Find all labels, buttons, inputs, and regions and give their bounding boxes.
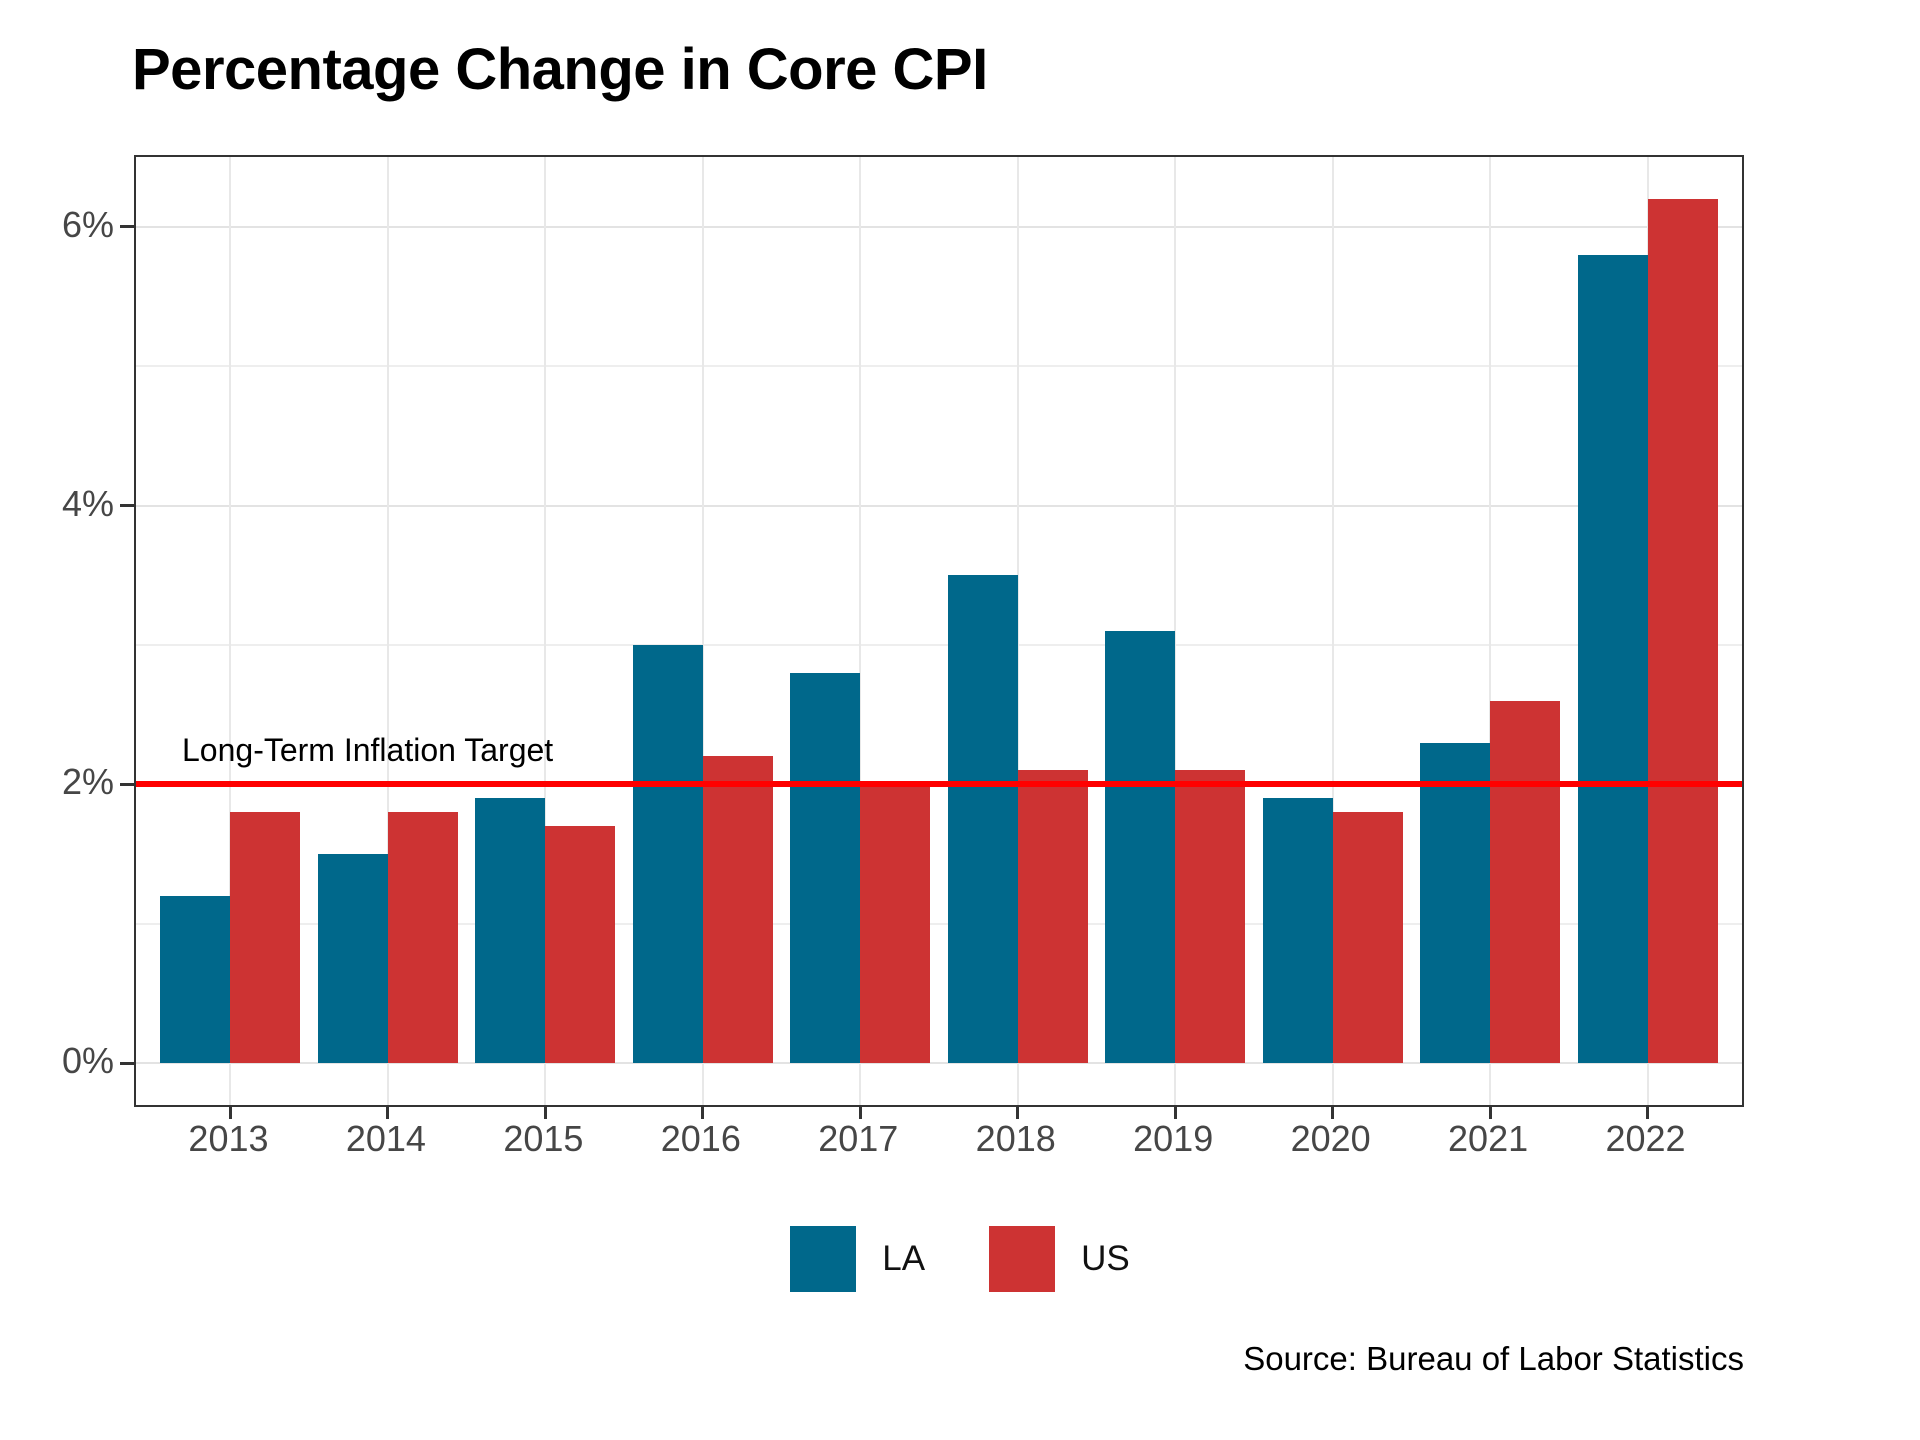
bar-us-2017: [860, 784, 931, 1064]
bar-us-2014: [387, 812, 458, 1064]
bar-us-2021: [1490, 700, 1561, 1064]
gridline-x-2014: [386, 157, 389, 1105]
gridline-x-2015: [544, 157, 547, 1105]
source-note: Source: Bureau of Labor Statistics: [1243, 1340, 1744, 1377]
x-tick-2016: [701, 1105, 705, 1119]
bar-la-2015: [475, 798, 546, 1064]
bar-us-2020: [1332, 812, 1403, 1064]
gridline-x-2017: [859, 157, 862, 1105]
x-tick-2021: [1488, 1105, 1492, 1119]
x-tick-2017: [858, 1105, 862, 1119]
legend-item-la: LA: [790, 1226, 925, 1292]
gridline-x-2021: [1489, 157, 1492, 1105]
plot-panel: Long-Term Inflation Target: [120, 155, 1744, 1119]
x-axis: 2013 2014 2015 2016 2017 2018 2019 2020 2021 2022: [134, 1117, 1740, 1163]
y-axis: 0% 2% 4% 6%: [0, 155, 114, 1103]
y-tick-0: [120, 1061, 136, 1065]
bar-us-2016: [702, 756, 773, 1064]
x-tick-2018: [1016, 1105, 1020, 1119]
x-tick-2015: [543, 1105, 547, 1119]
bar-la-2020: [1262, 798, 1333, 1064]
bar-la-2019: [1105, 631, 1176, 1064]
x-axis-label-2017: 2017: [818, 1118, 899, 1159]
y-tick-2: [120, 782, 136, 786]
gridline-major-4: [136, 504, 1742, 507]
y-tick-6: [120, 225, 136, 229]
bar-us-2015: [545, 826, 616, 1064]
y-axis-label-4: 4%: [61, 482, 114, 524]
x-tick-2013: [228, 1105, 232, 1119]
x-tick-2020: [1331, 1105, 1335, 1119]
x-axis-label-2016: 2016: [660, 1118, 741, 1159]
bar-la-2016: [632, 644, 703, 1064]
gridline-minor-5: [136, 365, 1742, 368]
legend: LA US: [0, 1226, 1920, 1292]
x-axis-label-2013: 2013: [188, 1118, 269, 1159]
x-tick-2014: [386, 1105, 390, 1119]
bar-us-2013: [230, 812, 301, 1064]
inflation-target-line: [136, 781, 1742, 788]
chart-title: Percentage Change in Core CPI: [132, 37, 988, 102]
bar-us-2019: [1175, 770, 1246, 1064]
gridline-x-2016: [701, 157, 704, 1105]
inflation-target-annotation: Long-Term Inflation Target: [182, 732, 554, 769]
gridline-minor-3: [136, 643, 1742, 646]
gridline-minor-1: [136, 922, 1742, 925]
x-tick-2019: [1173, 1105, 1177, 1119]
bar-la-2017: [790, 672, 861, 1064]
x-axis-label-2019: 2019: [1133, 1118, 1214, 1159]
bar-la-2018: [947, 575, 1018, 1064]
x-axis-label-2015: 2015: [503, 1118, 584, 1159]
x-axis-label-2014: 2014: [345, 1118, 426, 1159]
y-axis-label-0: 0%: [61, 1040, 114, 1082]
legend-label-la: LA: [882, 1239, 926, 1278]
gridline-x-2019: [1174, 157, 1177, 1105]
y-axis-label-2: 2%: [61, 761, 114, 803]
bar-la-2013: [160, 895, 231, 1064]
x-axis-label-2021: 2021: [1448, 1118, 1529, 1159]
gridline-x-2020: [1331, 157, 1334, 1105]
legend-swatch-us: [989, 1226, 1056, 1292]
gridline-x-2018: [1016, 157, 1019, 1105]
x-tick-2022: [1646, 1105, 1650, 1119]
bar-la-2022: [1577, 254, 1648, 1064]
gridline-major-0: [136, 1062, 1742, 1065]
y-axis-label-6: 6%: [61, 203, 114, 245]
x-axis-label-2020: 2020: [1290, 1118, 1371, 1159]
y-tick-4: [120, 504, 136, 508]
legend-label-us: US: [1081, 1239, 1130, 1278]
bar-la-2021: [1420, 742, 1491, 1064]
gridline-major-6: [136, 225, 1742, 228]
bar-la-2014: [317, 854, 388, 1064]
legend-swatch-la: [790, 1226, 857, 1292]
bar-us-2022: [1647, 198, 1718, 1064]
gridline-x-2013: [229, 157, 232, 1105]
bar-us-2018: [1017, 770, 1088, 1064]
legend-item-us: US: [989, 1226, 1130, 1292]
x-axis-label-2018: 2018: [975, 1118, 1056, 1159]
x-axis-label-2022: 2022: [1605, 1118, 1686, 1159]
